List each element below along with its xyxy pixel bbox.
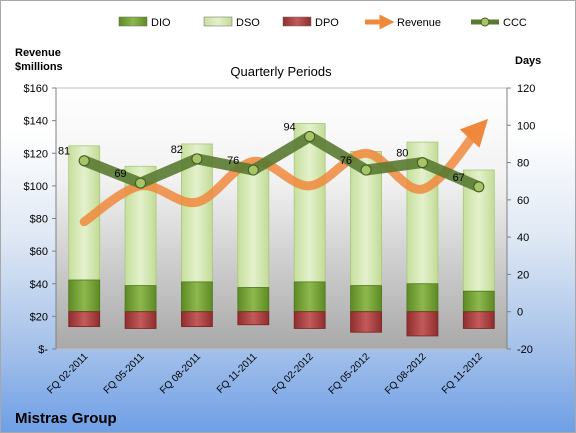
dso-bar bbox=[293, 123, 326, 283]
dpo-bar bbox=[350, 311, 382, 333]
x-tick-label: FQ 11-2011 bbox=[215, 351, 260, 396]
ccc-data-label: 76 bbox=[340, 155, 352, 167]
x-tick-label: FQ 05-2011 bbox=[102, 351, 147, 396]
chart-title: Quarterly Periods bbox=[230, 64, 332, 79]
ccc-data-label: 94 bbox=[283, 121, 295, 133]
dpo-bar bbox=[181, 311, 213, 328]
right-tick-label: 20 bbox=[517, 269, 529, 281]
legend: DIO DSO DPO Revenue CCC bbox=[118, 14, 527, 30]
dio-bar bbox=[181, 281, 213, 313]
ccc-point bbox=[191, 153, 203, 165]
legend-label-dio: DIO bbox=[151, 17, 171, 29]
ccc-data-label: 69 bbox=[114, 168, 126, 180]
legend-swatch-dso bbox=[203, 16, 233, 27]
ccc-data-label: 81 bbox=[58, 146, 70, 158]
dso-bar bbox=[237, 162, 270, 288]
ccc-point bbox=[78, 155, 90, 167]
left-tick-label: $- bbox=[38, 344, 48, 356]
dpo-bar bbox=[406, 311, 439, 337]
dio-bar bbox=[406, 283, 439, 313]
bars bbox=[68, 123, 495, 337]
right-tick-label: 80 bbox=[517, 158, 529, 170]
dio-bar bbox=[237, 287, 270, 313]
ccc-data-label: 76 bbox=[227, 155, 239, 167]
right-tick-label: 100 bbox=[517, 120, 535, 132]
ccc-point bbox=[304, 130, 316, 142]
dio-bar bbox=[68, 279, 101, 313]
ccc-point bbox=[416, 157, 428, 169]
dio-bar bbox=[293, 281, 326, 313]
ccc-data-label: 80 bbox=[396, 148, 408, 160]
left-tick-label: $20 bbox=[30, 311, 48, 323]
x-tick-label: FQ 05-2012 bbox=[327, 351, 373, 397]
lines: 81 69 82 76 94 76 80 67 bbox=[58, 118, 489, 227]
x-tick-label: FQ 02-2012 bbox=[270, 351, 316, 397]
dpo-bar bbox=[237, 311, 270, 326]
x-tick-label: FQ 02-2011 bbox=[45, 351, 90, 396]
left-tick-label: $40 bbox=[30, 279, 48, 291]
left-tick-label: $100 bbox=[24, 181, 48, 193]
legend-marker-ccc bbox=[480, 17, 490, 27]
x-axis: FQ 02-2011 FQ 05-2011 FQ 08-2011 FQ 11-2011… bbox=[45, 351, 485, 397]
legend-label-dpo: DPO bbox=[315, 17, 339, 29]
company-name: Mistras Group bbox=[15, 410, 117, 427]
right-tick-label: 60 bbox=[517, 195, 529, 207]
dpo-bar bbox=[293, 311, 326, 329]
x-tick-label: FQ 08-2011 bbox=[158, 351, 203, 396]
ccc-point bbox=[135, 177, 147, 189]
dpo-bar bbox=[462, 311, 495, 329]
left-tick-label: $140 bbox=[24, 116, 48, 128]
left-axis-title-line2: $millions bbox=[15, 61, 63, 73]
right-tick-label: -20 bbox=[517, 344, 533, 356]
right-tick-label: 40 bbox=[517, 232, 529, 244]
dpo-bar bbox=[124, 311, 157, 329]
ccc-point bbox=[473, 181, 485, 193]
dio-bar bbox=[124, 285, 157, 313]
dpo-bar bbox=[68, 311, 101, 328]
ccc-data-label: 67 bbox=[453, 172, 465, 184]
dio-bar bbox=[350, 285, 382, 313]
left-tick-label: $160 bbox=[24, 83, 48, 95]
legend-label-ccc: CCC bbox=[503, 17, 527, 29]
left-tick-label: $80 bbox=[30, 214, 48, 226]
dio-bar bbox=[462, 290, 495, 313]
left-axis-title-line1: Revenue bbox=[15, 47, 61, 59]
right-tick-label: 120 bbox=[517, 83, 535, 95]
right-tick-label: 0 bbox=[517, 307, 523, 319]
left-axis: $- $20 $40 $60 $80 $100 $120 $140 $160 bbox=[24, 83, 57, 356]
legend-label-revenue: Revenue bbox=[397, 17, 441, 29]
ccc-data-label: 82 bbox=[171, 144, 183, 156]
right-axis: -20 0 20 40 60 80 100 120 bbox=[506, 83, 535, 356]
legend-swatch-dpo bbox=[282, 16, 312, 27]
x-tick-label: FQ 11-2012 bbox=[440, 351, 485, 396]
right-axis-title: Days bbox=[515, 55, 541, 67]
left-tick-label: $120 bbox=[24, 148, 48, 160]
legend-swatch-dio bbox=[118, 16, 148, 27]
left-tick-label: $60 bbox=[30, 246, 48, 258]
ccc-line bbox=[78, 130, 485, 193]
ccc-point bbox=[247, 164, 259, 176]
ccc-point bbox=[360, 164, 372, 176]
x-tick-label: FQ 08-2012 bbox=[383, 351, 429, 397]
plot-area bbox=[55, 87, 508, 350]
revenue-line bbox=[79, 118, 489, 227]
legend-label-dso: DSO bbox=[236, 17, 260, 29]
